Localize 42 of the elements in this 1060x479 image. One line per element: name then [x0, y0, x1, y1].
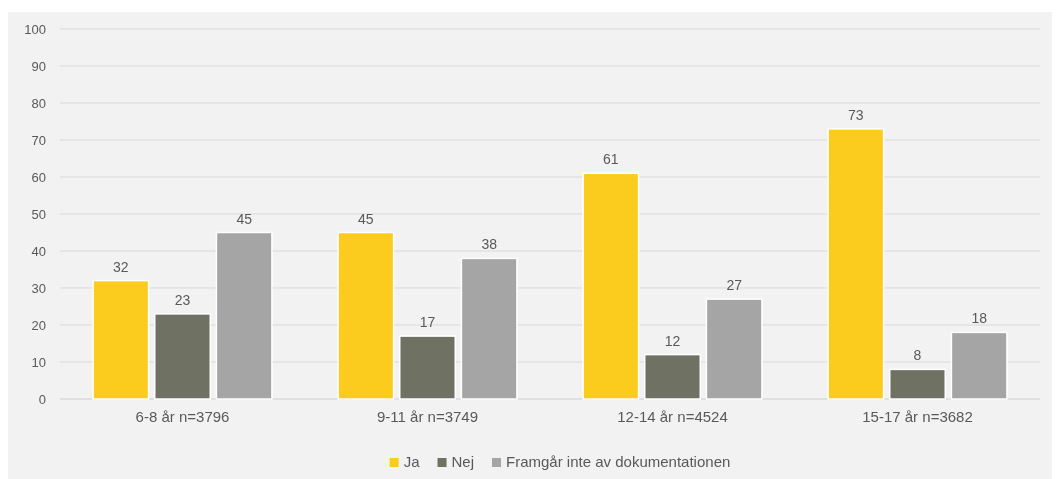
data-label: 61	[603, 151, 619, 168]
bar	[827, 128, 885, 400]
bar	[889, 368, 946, 400]
legend-label: Nej	[451, 453, 475, 470]
data-label: 73	[848, 106, 864, 123]
bar	[460, 257, 518, 400]
y-tick-label: 50	[31, 206, 46, 222]
bar	[215, 231, 273, 400]
data-label: 8	[913, 347, 922, 364]
y-tick-label: 80	[31, 95, 46, 111]
data-label: 18	[971, 310, 988, 327]
y-tick-label: 10	[31, 354, 46, 370]
legend-label: Ja	[403, 453, 421, 470]
data-label: 45	[358, 210, 374, 227]
data-label: 32	[113, 258, 129, 275]
bar	[337, 231, 395, 400]
bar	[705, 298, 763, 400]
bar	[92, 279, 150, 400]
y-tick-label: 60	[31, 169, 46, 185]
y-tick-label: 90	[31, 58, 46, 74]
data-label: 45	[236, 210, 253, 227]
bar	[644, 353, 701, 400]
bar	[950, 331, 1008, 400]
x-tick-label: 6-8 år n=3796	[135, 407, 230, 425]
x-tick-label: 15-17 år n=3682	[862, 407, 973, 425]
y-tick-label: 20	[31, 317, 46, 333]
data-label: 17	[419, 314, 436, 331]
legend-label: Framgår inte av dokumentationen	[506, 453, 731, 470]
y-tick-label: 70	[31, 132, 46, 148]
bar	[399, 335, 456, 400]
y-tick-label: 30	[31, 280, 46, 296]
x-tick-label: 9-11 år n=3749	[376, 407, 479, 425]
bar	[582, 172, 640, 400]
x-tick-label: 12-14 år n=4524	[617, 407, 728, 425]
data-label: 12	[664, 332, 681, 349]
data-label: 23	[174, 291, 191, 308]
y-tick-label: 40	[31, 243, 46, 259]
bar	[154, 313, 211, 400]
y-tick-label: 100	[24, 21, 46, 37]
data-label: 27	[726, 277, 743, 294]
data-label: 38	[481, 236, 498, 253]
y-tick-label: 0	[38, 391, 46, 407]
